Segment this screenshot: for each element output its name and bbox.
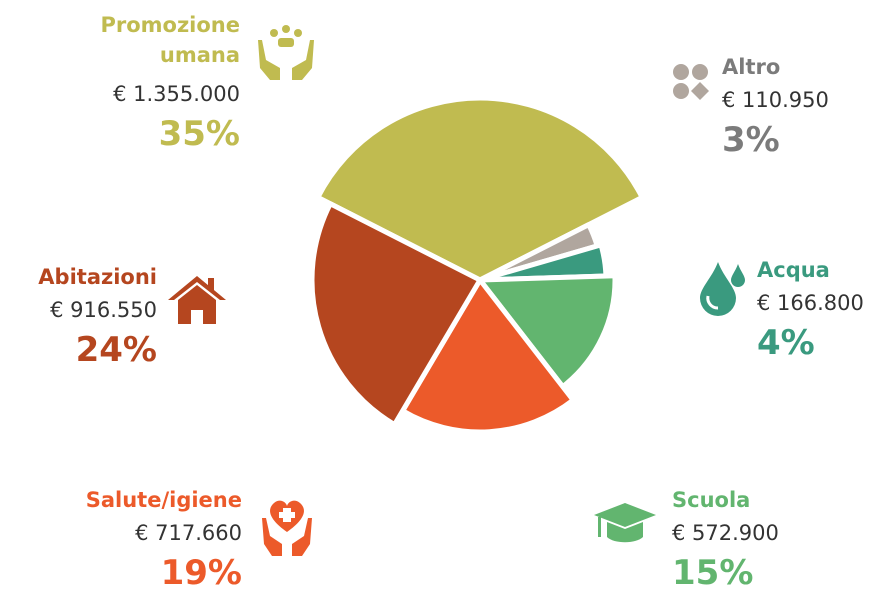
category-label: Altro xyxy=(722,55,781,79)
percent-label: 4% xyxy=(757,323,815,363)
percent-label: 19% xyxy=(160,553,242,593)
amount-label: € 916.550 xyxy=(50,298,157,322)
category-label: Promozione umana xyxy=(100,13,240,67)
percent-label: 15% xyxy=(672,553,754,593)
amount-label: € 110.950 xyxy=(722,88,829,112)
percent-label: 3% xyxy=(722,120,780,160)
icon-house xyxy=(168,276,226,324)
slice-label: Acqua € 166.800 4% xyxy=(757,255,883,365)
slice-label: Scuola € 572.900 15% xyxy=(672,485,872,595)
amount-label: € 717.660 xyxy=(135,521,242,545)
icon-shapes xyxy=(673,64,709,100)
pie-slice xyxy=(400,277,576,435)
slice-label: Promozione umana € 1.355.000 35% xyxy=(40,10,240,156)
amount-label: € 572.900 xyxy=(672,521,779,545)
amount-label: € 166.800 xyxy=(757,291,864,315)
amount-label: € 1.355.000 xyxy=(113,82,240,106)
slice-label: Abitazioni € 916.550 24% xyxy=(0,262,157,372)
category-label: Acqua xyxy=(757,258,830,282)
category-label: Salute/igiene xyxy=(85,488,242,512)
icon-graduation-cap xyxy=(594,503,656,543)
category-label: Abitazioni xyxy=(38,265,157,289)
percent-label: 35% xyxy=(158,114,240,154)
icon-people-hands xyxy=(258,25,314,80)
slice-label: Salute/igiene € 717.660 19% xyxy=(42,485,242,595)
percent-label: 24% xyxy=(75,330,157,370)
slice-label: Altro € 110.950 3% xyxy=(722,52,883,162)
pie-slice xyxy=(477,273,618,390)
pie-slice xyxy=(315,95,645,283)
icon-heart-hands xyxy=(262,500,312,556)
icon-drop xyxy=(700,262,745,316)
pie-slice xyxy=(309,201,483,428)
category-label: Scuola xyxy=(672,488,751,512)
